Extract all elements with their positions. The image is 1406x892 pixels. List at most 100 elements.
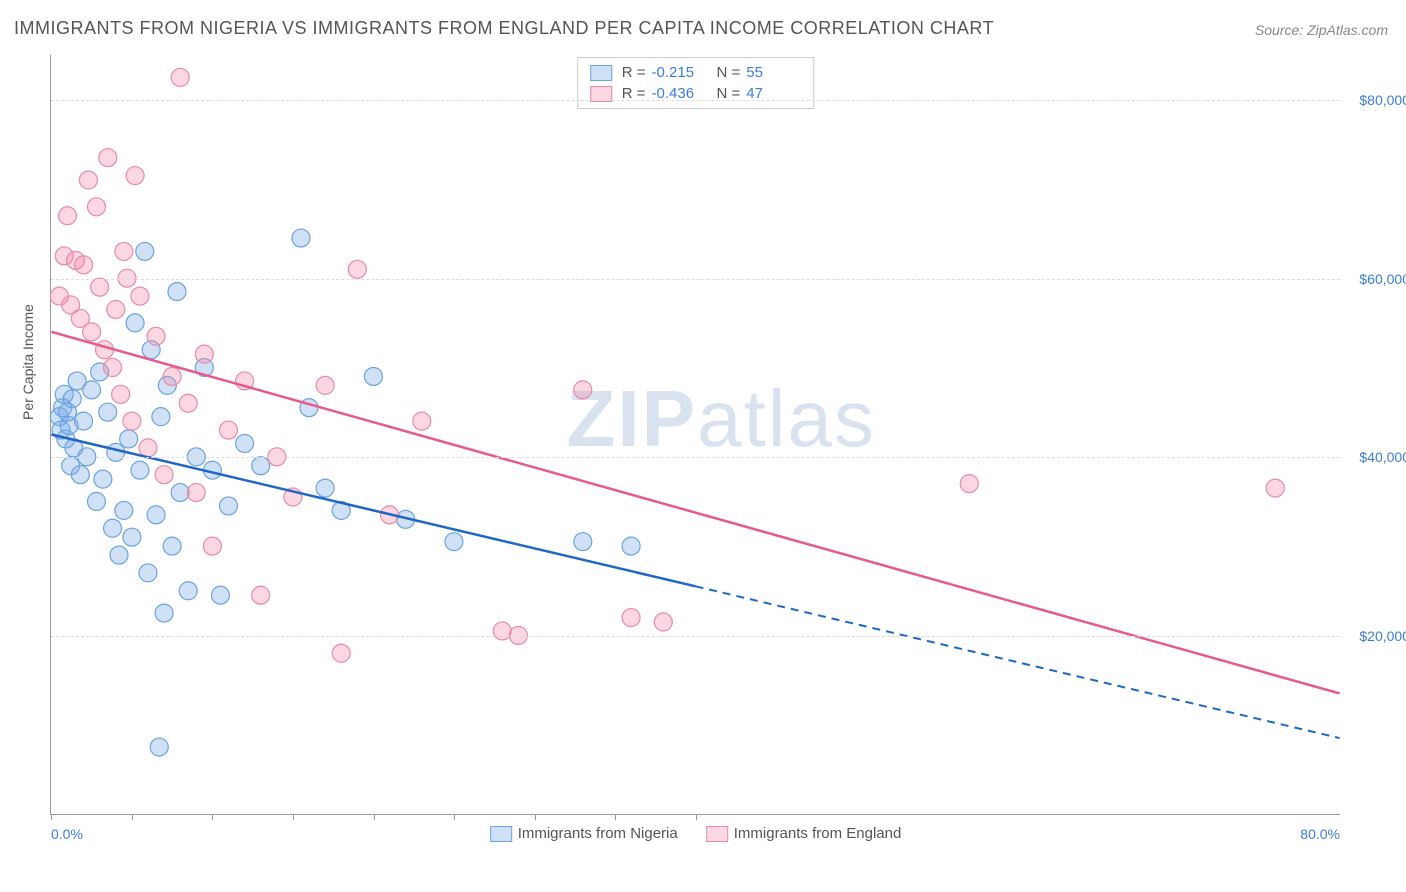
data-point	[155, 466, 173, 484]
x-tick-mark	[51, 814, 52, 820]
data-point	[83, 381, 101, 399]
data-point	[110, 546, 128, 564]
legend-swatch-nigeria	[490, 826, 512, 842]
correlation-legend-row: R = -0.436 N = 47	[590, 83, 802, 104]
data-point	[131, 461, 149, 479]
legend-label-nigeria: Immigrants from Nigeria	[518, 825, 678, 842]
x-tick-mark	[293, 814, 294, 820]
x-axis-max-label: 80.0%	[1300, 826, 1340, 842]
data-point	[574, 381, 592, 399]
legend-item-nigeria: Immigrants from Nigeria	[490, 825, 678, 842]
data-point	[960, 475, 978, 493]
data-point	[171, 484, 189, 502]
data-point	[115, 242, 133, 260]
data-point	[131, 287, 149, 305]
data-point	[316, 479, 334, 497]
data-point	[63, 390, 81, 408]
x-tick-mark	[132, 814, 133, 820]
n-value-nigeria: 55	[746, 64, 801, 81]
data-point	[155, 604, 173, 622]
data-point	[120, 430, 138, 448]
r-label: R =	[622, 64, 646, 81]
data-point	[139, 439, 157, 457]
data-point	[58, 207, 76, 225]
data-point	[112, 385, 130, 403]
y-tick-label: $80,000	[1350, 92, 1406, 108]
x-tick-mark	[374, 814, 375, 820]
y-axis-title: Per Capita Income	[20, 304, 36, 420]
data-point	[292, 229, 310, 247]
correlation-legend-row: R = -0.215 N = 55	[590, 62, 802, 83]
data-point	[252, 457, 270, 475]
trend-line	[51, 332, 1339, 694]
legend-item-england: Immigrants from England	[706, 825, 902, 842]
data-point	[136, 242, 154, 260]
data-point	[83, 323, 101, 341]
x-tick-mark	[696, 814, 697, 820]
data-point	[195, 345, 213, 363]
grid-line	[51, 636, 1340, 637]
data-point	[123, 528, 141, 546]
data-point	[147, 506, 165, 524]
data-point	[622, 537, 640, 555]
series-legend: Immigrants from Nigeria Immigrants from …	[490, 825, 902, 842]
data-point	[316, 376, 334, 394]
data-point	[179, 394, 197, 412]
source-attribution: Source: ZipAtlas.com	[1255, 22, 1388, 38]
data-point	[493, 622, 511, 640]
grid-line	[51, 279, 1340, 280]
data-point	[79, 171, 97, 189]
chart-title: IMMIGRANTS FROM NIGERIA VS IMMIGRANTS FR…	[14, 18, 994, 39]
data-point	[152, 408, 170, 426]
data-point	[75, 412, 93, 430]
r-value-nigeria: -0.215	[652, 64, 707, 81]
legend-swatch-england	[706, 826, 728, 842]
data-point	[126, 167, 144, 185]
data-point	[622, 609, 640, 627]
data-point	[413, 412, 431, 430]
data-point	[115, 501, 133, 519]
data-point	[75, 256, 93, 274]
data-point	[104, 519, 122, 537]
data-point	[87, 492, 105, 510]
grid-line	[51, 100, 1340, 101]
data-point	[252, 586, 270, 604]
data-point	[236, 434, 254, 452]
data-point	[171, 68, 189, 86]
correlation-legend: R = -0.215 N = 55 R = -0.436 N = 47	[577, 57, 815, 109]
x-tick-mark	[454, 814, 455, 820]
data-point	[99, 403, 117, 421]
data-point	[445, 533, 463, 551]
data-point	[99, 149, 117, 167]
n-label: N =	[717, 64, 741, 81]
data-point	[203, 537, 221, 555]
y-tick-label: $60,000	[1350, 271, 1406, 287]
data-point	[139, 564, 157, 582]
data-point	[163, 537, 181, 555]
data-point	[211, 586, 229, 604]
data-point	[163, 367, 181, 385]
grid-line	[51, 457, 1340, 458]
data-point	[71, 466, 89, 484]
data-point	[187, 484, 205, 502]
data-point	[332, 644, 350, 662]
data-point	[179, 582, 197, 600]
data-point	[220, 421, 238, 439]
data-point	[104, 359, 122, 377]
data-point	[126, 314, 144, 332]
data-point	[364, 367, 382, 385]
data-point	[123, 412, 141, 430]
data-point	[107, 301, 125, 319]
x-tick-mark	[535, 814, 536, 820]
x-tick-mark	[615, 814, 616, 820]
data-point	[348, 260, 366, 278]
trend-line-extension	[696, 586, 1340, 738]
data-point	[147, 327, 165, 345]
data-point	[654, 613, 672, 631]
data-point	[1266, 479, 1284, 497]
data-point	[220, 497, 238, 515]
data-point	[168, 283, 186, 301]
x-tick-mark	[212, 814, 213, 820]
plot-area: ZIPatlas R = -0.215 N = 55 R = -0.436 N …	[50, 55, 1340, 815]
data-point	[574, 533, 592, 551]
